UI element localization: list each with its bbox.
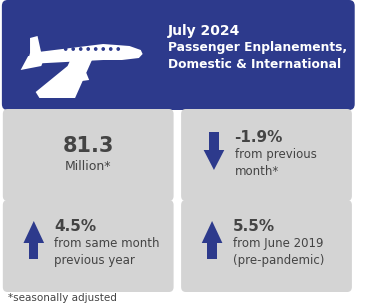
Circle shape [95,48,97,50]
Text: Passenger Enplanements,: Passenger Enplanements, [168,41,347,54]
Polygon shape [202,221,222,243]
Text: -1.9%: -1.9% [234,130,283,145]
Circle shape [87,48,89,50]
Text: *seasonally adjusted: *seasonally adjusted [8,293,116,303]
Circle shape [117,48,119,50]
Polygon shape [204,150,224,170]
Text: Million*: Million* [65,160,111,173]
FancyBboxPatch shape [3,109,174,201]
Circle shape [109,48,112,50]
Polygon shape [29,241,38,259]
Polygon shape [207,241,217,259]
Polygon shape [21,56,45,70]
Polygon shape [28,44,142,64]
FancyBboxPatch shape [181,109,352,201]
Circle shape [102,48,105,50]
Text: from June 2019
(pre-pandemic): from June 2019 (pre-pandemic) [233,237,324,267]
Polygon shape [36,60,92,98]
Text: from previous
month*: from previous month* [234,148,317,178]
Polygon shape [209,132,218,150]
Circle shape [65,48,67,50]
Text: 81.3: 81.3 [63,136,114,156]
FancyBboxPatch shape [181,200,352,292]
FancyBboxPatch shape [2,0,355,110]
Polygon shape [68,73,89,83]
Text: 4.5%: 4.5% [54,219,97,234]
Text: from same month
previous year: from same month previous year [54,237,160,267]
Polygon shape [30,36,41,53]
Text: Domestic & International: Domestic & International [168,58,341,71]
Polygon shape [24,221,44,243]
Text: July 2024: July 2024 [168,24,241,38]
Circle shape [79,48,82,50]
Circle shape [72,48,74,50]
FancyBboxPatch shape [3,200,174,292]
Text: 5.5%: 5.5% [233,219,275,234]
Polygon shape [118,46,136,54]
